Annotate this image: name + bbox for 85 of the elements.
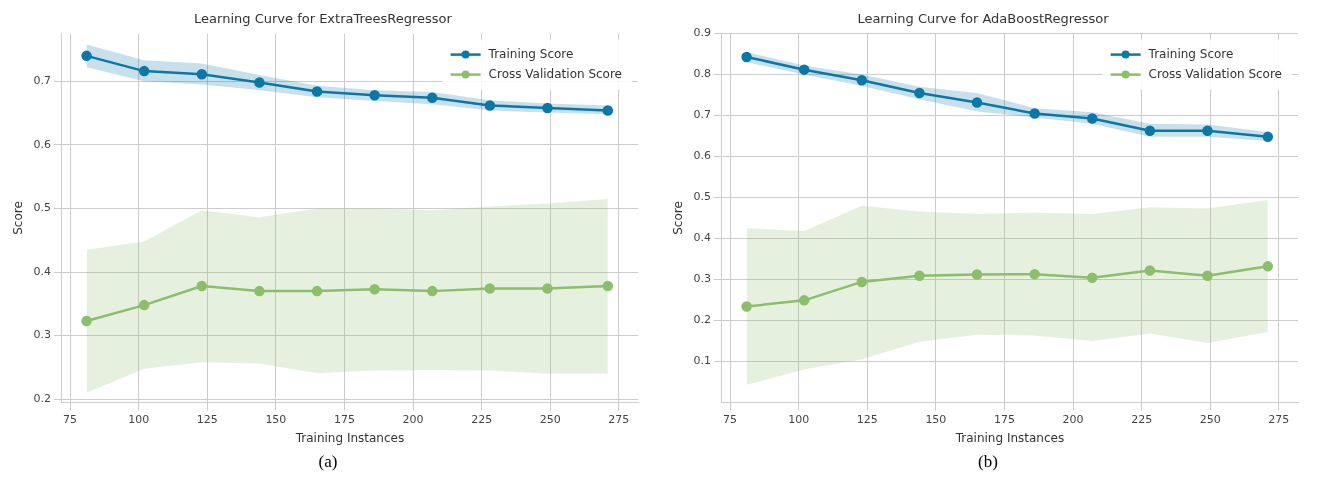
point (914, 270, 925, 282)
y-tick-label: 0.4 (33, 264, 51, 278)
point (856, 75, 868, 86)
x-tick-label: 275 (1268, 412, 1290, 426)
y-tick-label: 0.6 (33, 137, 51, 151)
y-tick-label: 0.2 (693, 313, 711, 327)
legend-label: Training Score (1147, 46, 1234, 61)
x-tick-label: 275 (608, 412, 630, 426)
point (542, 102, 553, 114)
point (1144, 265, 1156, 276)
x-tick-label: 200 (1062, 412, 1084, 426)
point (81, 315, 92, 327)
point (1087, 113, 1098, 124)
point (311, 285, 323, 297)
point (602, 280, 614, 292)
y-tick-label: 0.3 (33, 328, 51, 342)
x-axis-title: Training Instances (954, 430, 1065, 445)
point (542, 283, 553, 294)
point (196, 69, 208, 80)
y-tick-label: 0.7 (693, 108, 711, 122)
point (741, 51, 752, 63)
point (798, 295, 810, 306)
point (369, 90, 380, 101)
point (602, 105, 614, 116)
point (1262, 261, 1274, 272)
point (138, 299, 150, 311)
y-tick-label: 0.4 (693, 231, 711, 245)
x-axis-title: Training Instances (294, 430, 405, 445)
y-tick-label: 0.9 (693, 26, 711, 40)
x-tick-label: 175 (993, 412, 1015, 426)
legend-label: Cross Validation Score (488, 66, 622, 81)
x-tick-label: 250 (539, 412, 561, 426)
y-axis-title: Score (11, 201, 26, 235)
x-tick-label: 125 (196, 412, 218, 426)
point (1202, 270, 1213, 282)
y-tick-label: 0.5 (33, 201, 51, 215)
chart-title: Learning Curve for AdaBoostRegressor (857, 11, 1110, 27)
x-tick-label: 150 (265, 412, 287, 426)
point (1029, 268, 1040, 280)
y-tick-label: 0.1 (693, 354, 711, 368)
point (427, 92, 438, 104)
text: (b) (977, 452, 999, 472)
x-tick-label: 75 (63, 412, 78, 426)
text: (a) (317, 452, 339, 472)
x-tick-label: 150 (925, 412, 947, 426)
point (311, 86, 323, 97)
y-tick-label: 0.2 (33, 392, 51, 406)
point (369, 283, 380, 295)
point (1029, 108, 1040, 119)
point (254, 77, 265, 88)
point (1262, 131, 1274, 143)
x-tick-label: 100 (128, 412, 150, 426)
legend-label: Training Score (487, 46, 574, 61)
point (1202, 125, 1213, 136)
point (484, 100, 496, 111)
x-tick-label: 225 (471, 412, 493, 426)
y-tick-label: 0.6 (693, 149, 711, 163)
y-tick-label: 0.3 (693, 272, 711, 286)
x-tick-label: 125 (856, 412, 878, 426)
point (427, 285, 438, 297)
point (971, 97, 983, 108)
x-tick-label: 175 (333, 412, 355, 426)
point (138, 65, 150, 77)
point (196, 280, 208, 292)
point (81, 50, 92, 62)
point (741, 301, 752, 312)
point (798, 64, 810, 75)
x-tick-label: 225 (1131, 412, 1153, 426)
point (1144, 125, 1156, 136)
chart-title: Learning Curve for ExtraTreesRegressor (194, 11, 453, 27)
point (254, 285, 265, 297)
point (484, 283, 496, 294)
point (971, 269, 983, 280)
point (1087, 272, 1098, 284)
legend-label: Cross Validation Score (1148, 66, 1282, 81)
x-tick-label: 75 (723, 412, 738, 426)
x-tick-label: 100 (788, 412, 810, 426)
point (914, 87, 925, 99)
y-tick-label: 0.7 (33, 74, 51, 88)
x-tick-label: 200 (402, 412, 424, 426)
x-tick-label: 250 (1199, 412, 1221, 426)
y-tick-label: 0.8 (693, 67, 711, 81)
y-tick-label: 0.5 (693, 190, 711, 204)
point (856, 276, 868, 288)
y-axis-title: Score (671, 201, 686, 235)
